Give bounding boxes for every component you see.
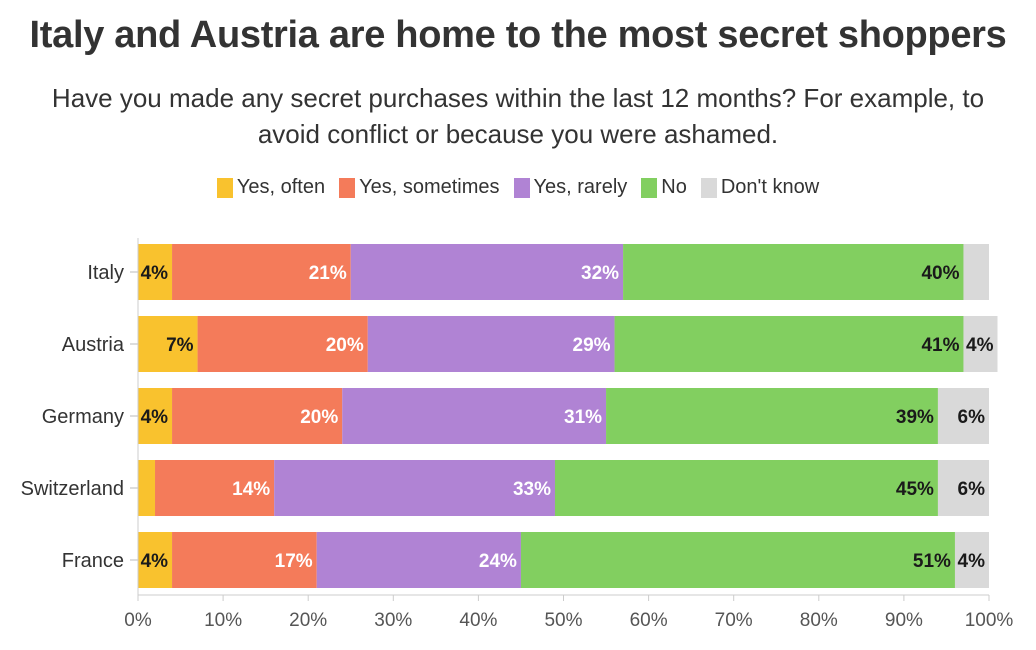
data-label: 4%	[958, 551, 986, 572]
bar-segment	[316, 532, 521, 588]
legend-item: Yes, rarely	[513, 176, 628, 199]
data-label: 24%	[479, 551, 517, 572]
bar-segment	[342, 388, 607, 444]
bar-segment	[138, 244, 173, 300]
bar-segment	[937, 460, 989, 516]
category-label: Switzerland	[21, 478, 124, 500]
legend-label: Yes, sometimes	[359, 176, 500, 198]
data-label: 45%	[896, 479, 934, 500]
legend-item: Yes, sometimes	[339, 176, 500, 199]
chart-title: Italy and Austria are home to the most s…	[29, 14, 1007, 56]
data-label: 29%	[573, 335, 611, 356]
data-label: 6%	[958, 479, 986, 500]
x-tick-label: 10%	[204, 610, 242, 631]
x-tick-label: 60%	[630, 610, 668, 631]
x-tick-label: 100%	[965, 610, 1014, 631]
bar-segment	[367, 316, 615, 372]
bar-segment	[520, 532, 955, 588]
data-label: 20%	[326, 335, 364, 356]
bar-segment	[155, 460, 275, 516]
bar-segment	[554, 460, 938, 516]
category-label: France	[62, 550, 124, 572]
data-label: 4%	[141, 551, 169, 572]
legend-item: Yes, often	[216, 176, 326, 199]
x-tick-label: 0%	[124, 610, 152, 631]
x-tick-label: 70%	[715, 610, 753, 631]
bar-segment	[138, 460, 156, 516]
data-label: 4%	[141, 263, 169, 284]
legend-label: No	[661, 176, 687, 198]
x-tick-label: 50%	[544, 610, 582, 631]
bar-segment	[274, 460, 555, 516]
category-label: Italy	[87, 262, 124, 284]
legend-swatch	[700, 177, 717, 198]
bar-segment	[937, 388, 989, 444]
bar-segment	[623, 244, 964, 300]
data-label: 17%	[275, 551, 313, 572]
bar-segment	[172, 388, 343, 444]
bar-segment	[197, 316, 368, 372]
bar-segment	[614, 316, 964, 372]
data-label: 20%	[300, 407, 338, 428]
bar-segment	[138, 388, 173, 444]
bar-segment	[350, 244, 624, 300]
data-label: 31%	[564, 407, 602, 428]
legend-item: No	[641, 176, 687, 199]
category-label: Austria	[62, 334, 125, 356]
bar-segment	[172, 244, 351, 300]
bar-segment	[606, 388, 938, 444]
bar-segment	[138, 316, 198, 372]
data-label: 4%	[966, 335, 994, 356]
data-label: 4%	[141, 407, 169, 428]
data-label: 33%	[513, 479, 551, 500]
x-tick-label: 40%	[459, 610, 497, 631]
data-label: 39%	[896, 407, 934, 428]
chart-legend: Yes, often Yes, sometimes Yes, rarely No Don…	[0, 176, 1036, 199]
legend-label: Yes, rarely	[533, 176, 628, 198]
chart-subtitle: Have you made any secret purchases withi…	[51, 83, 985, 149]
bar-segment	[954, 532, 989, 588]
x-tick-label: 30%	[374, 610, 412, 631]
bar-segment	[963, 316, 998, 372]
category-label: Germany	[42, 406, 124, 428]
data-label: 32%	[581, 263, 619, 284]
data-label: 40%	[921, 263, 959, 284]
bar-segment	[172, 532, 317, 588]
data-label: 41%	[921, 335, 959, 356]
legend-swatch	[641, 177, 658, 198]
data-label: 7%	[166, 335, 194, 356]
legend-label: Yes, often	[236, 176, 326, 198]
data-label: 14%	[232, 479, 270, 500]
legend-label: Don't know	[720, 176, 820, 198]
bar-segment	[138, 532, 173, 588]
legend-item: Don't know	[700, 176, 820, 199]
x-tick-label: 80%	[800, 610, 838, 631]
data-label: 51%	[913, 551, 951, 572]
legend-swatch	[339, 177, 356, 198]
data-label: 21%	[309, 263, 347, 284]
bar-segment	[963, 244, 989, 300]
legend-swatch	[216, 177, 233, 198]
x-tick-label: 20%	[289, 610, 327, 631]
x-tick-label: 90%	[885, 610, 923, 631]
data-label: 6%	[958, 407, 986, 428]
legend-swatch	[513, 177, 530, 198]
